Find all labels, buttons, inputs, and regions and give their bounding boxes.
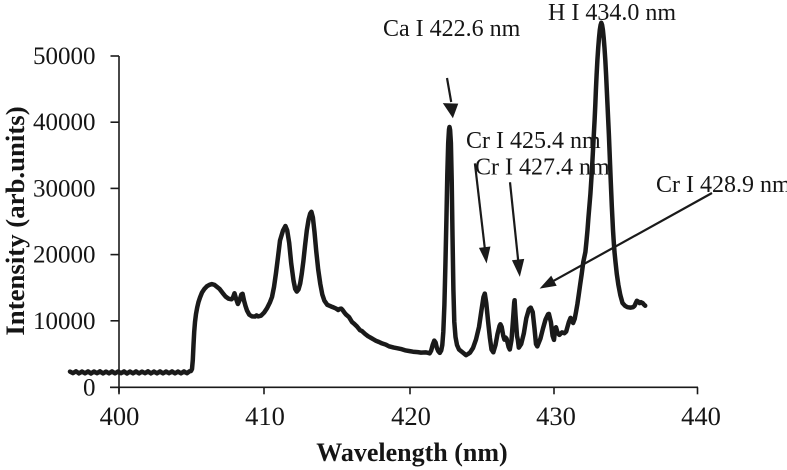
svg-text:Ca I 422.6 nm: Ca I 422.6 nm	[383, 16, 521, 42]
svg-text:Cr I 425.4 nm: Cr I 425.4 nm	[466, 128, 601, 154]
svg-text:H I 434.0 nm: H I 434.0 nm	[548, 0, 676, 26]
svg-text:420: 420	[391, 401, 431, 431]
svg-text:Wavelength (nm): Wavelength (nm)	[316, 438, 507, 467]
svg-text:430: 430	[536, 401, 576, 431]
svg-text:Cr I 427.4 nm: Cr I 427.4 nm	[475, 155, 610, 181]
svg-text:410: 410	[245, 401, 285, 431]
svg-text:40000: 40000	[33, 109, 96, 136]
svg-text:Cr I 428.9 nm: Cr I 428.9 nm	[656, 172, 787, 198]
svg-text:50000: 50000	[33, 43, 96, 70]
svg-text:20000: 20000	[33, 242, 96, 269]
svg-text:0: 0	[83, 374, 96, 401]
svg-text:Intensity (arb.units): Intensity (arb.units)	[0, 106, 30, 335]
svg-text:440: 440	[681, 401, 721, 431]
svg-text:400: 400	[100, 401, 140, 431]
svg-text:10000: 10000	[33, 308, 96, 335]
svg-text:30000: 30000	[33, 175, 96, 202]
